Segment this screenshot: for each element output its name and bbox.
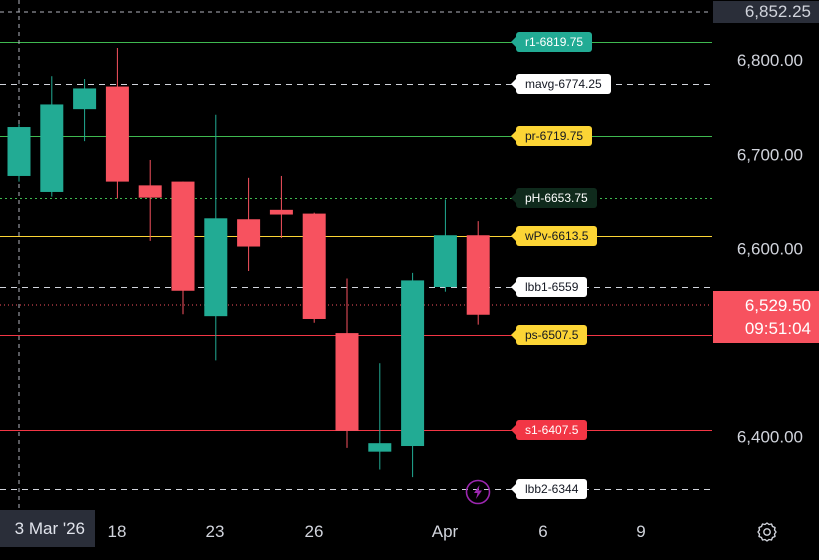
price-tick-label: 6,600.00: [737, 239, 803, 258]
candle-6: [204, 114, 228, 361]
level-label-text: s1-6407.5: [525, 422, 579, 437]
time-axis[interactable]: 18 23 26 Apr 6 9: [108, 522, 646, 541]
candle-body: [105, 86, 129, 182]
candle-body: [368, 443, 392, 452]
candle-body: [138, 185, 162, 198]
time-tick-label: Apr: [432, 522, 459, 541]
candle-5: [171, 181, 195, 315]
crosshair-date-tag: 3 Mar '26: [0, 510, 95, 547]
candle-0: [7, 124, 31, 182]
level-label-text: mavg-6774.25: [525, 77, 602, 92]
candle-1: [40, 76, 64, 197]
level-label-r1: r1-6819.75: [511, 31, 593, 52]
level-label-text: wPv-6613.5: [525, 228, 589, 243]
current-price-box: 6,529.50 09:51:04: [713, 291, 819, 343]
candle-11: [368, 363, 392, 470]
time-tick-label: 26: [305, 522, 324, 541]
time-tick-label: 6: [538, 522, 547, 541]
candle-8: [269, 175, 293, 239]
candle-body: [433, 235, 457, 287]
candle-10: [335, 278, 359, 448]
candle-body: [335, 333, 359, 431]
price-tick-label: 6,400.00: [737, 428, 803, 447]
level-label-lbb1: lbb1-6559: [511, 276, 588, 297]
candle-body: [73, 88, 97, 110]
level-label-text: pr-6719.75: [525, 128, 584, 143]
candle-body: [466, 235, 490, 315]
candle-body: [237, 219, 261, 247]
level-label-mavg: mavg-6774.25: [511, 74, 611, 95]
candle-3: [105, 47, 129, 199]
level-label-text: lbb1-6559: [525, 279, 579, 294]
lightning-icon[interactable]: [465, 479, 491, 505]
bar-countdown: 09:51:04: [744, 319, 811, 338]
candle-body: [302, 213, 326, 319]
candle-body: [401, 280, 425, 447]
level-label-text: ps-6507.5: [525, 328, 579, 343]
candle-body: [7, 127, 31, 176]
crosshair-price-tag: 6,852.25: [713, 1, 819, 23]
time-tick-label: 9: [636, 522, 645, 541]
level-label-s1: s1-6407.5: [511, 419, 588, 440]
level-label-text: r1-6819.75: [525, 34, 584, 49]
candle-body: [171, 181, 195, 291]
price-axis[interactable]: 6,800.00 6,700.00 6,600.00 6,400.00: [737, 51, 803, 446]
candle-4: [138, 159, 162, 241]
candle-14: [466, 221, 490, 325]
time-tick-label: 18: [108, 522, 127, 541]
candle-7: [237, 177, 261, 271]
candle-body: [204, 218, 228, 317]
level-label-text: lbb2-6344: [525, 482, 579, 497]
candle-13: [433, 199, 457, 292]
candle-2: [73, 79, 97, 142]
level-label-text: pH-6653.75: [525, 190, 588, 205]
candles: [7, 47, 490, 478]
candle-body: [40, 104, 64, 192]
current-price-value: 6,529.50: [744, 296, 811, 315]
candle-body: [269, 209, 293, 215]
settings-gear-icon[interactable]: [756, 521, 778, 543]
level-label-lbb2: lbb2-6344: [511, 479, 588, 500]
candle-9: [302, 212, 326, 323]
candle-12: [401, 272, 425, 478]
level-label-ps: ps-6507.5: [511, 325, 588, 346]
level-label-pr: pr-6719.75: [511, 125, 593, 146]
price-tick-label: 6,700.00: [737, 145, 803, 164]
level-label-wPv: wPv-6613.5: [511, 225, 598, 246]
time-tick-label: 23: [206, 522, 225, 541]
level-label-pH: pH-6653.75: [511, 187, 597, 208]
price-tick-label: 6,800.00: [737, 51, 803, 70]
